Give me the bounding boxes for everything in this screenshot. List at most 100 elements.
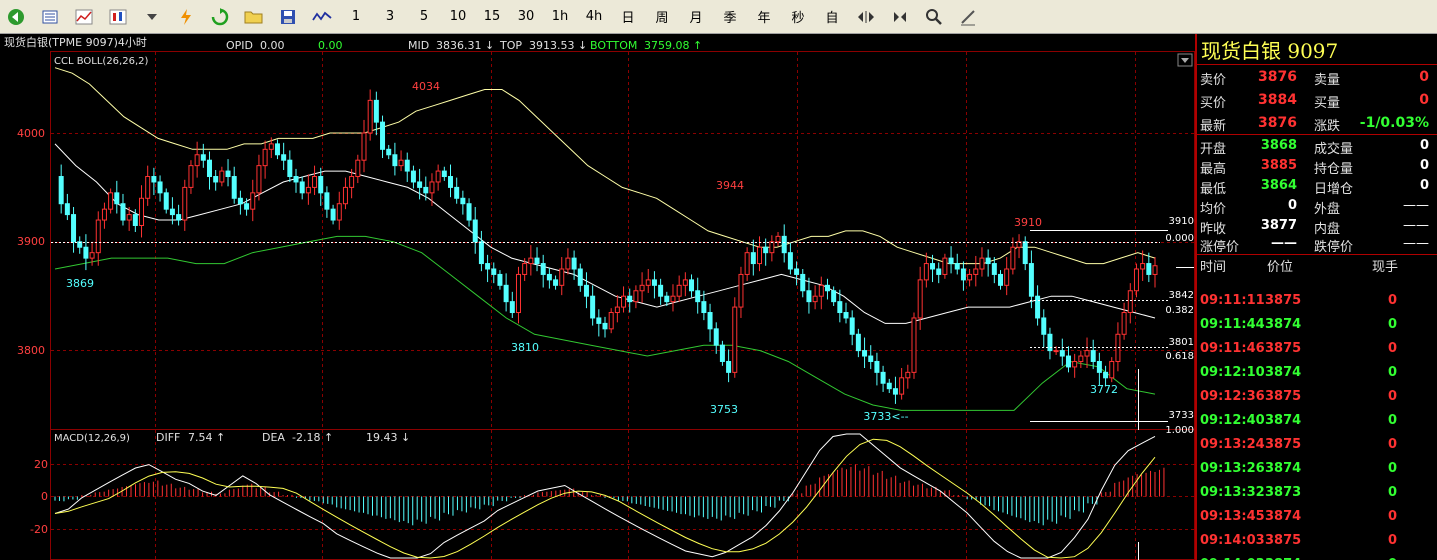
candle-body [101,208,107,221]
tick-time: 09:14:03 [1200,533,1265,548]
candle-body [429,181,435,194]
tick-hand: 0 [1387,341,1397,356]
period-month[interactable]: 月 [689,11,703,26]
boll-upper-line [54,67,1156,265]
open-folder-icon[interactable] [242,6,266,28]
candle-body [1152,265,1158,275]
tick-row: 09:12:40 3874 0 [1197,410,1437,434]
tick-hand: 0 [1387,437,1397,452]
period-10[interactable]: 10 [449,9,467,24]
tick-hand: 0 [1387,317,1397,332]
candle-body [979,257,985,270]
panel-separator [1197,254,1437,255]
period-week[interactable]: 周 [655,11,669,26]
back-icon[interactable] [4,6,28,28]
period-second[interactable]: 秒 [791,11,805,26]
period-custom[interactable]: 自 [825,11,839,26]
candle-body [219,170,225,183]
period-year[interactable]: 年 [757,11,771,26]
candle-body [485,263,491,270]
zoom-icon[interactable] [922,6,946,28]
candle-body [262,148,268,167]
candle-body [1059,350,1065,357]
candle-body [874,360,880,373]
kline-chart-svg[interactable]: 现货白银(TPME 9097)4小时 OPID 0.00 0.00 MID 38… [0,34,1195,560]
candle-body [1133,268,1139,292]
period-5[interactable]: 5 [419,9,429,24]
fib-ratio-382: 0.382 [1165,305,1194,316]
candle-body [682,279,688,286]
period-day[interactable]: 日 [621,11,635,26]
candle-icon[interactable] [106,6,130,28]
tick-price: 3874 [1265,461,1302,476]
candle-body [188,165,194,188]
candle-body [750,252,756,265]
candle-body [114,192,120,205]
candle-body [818,284,824,297]
kline-chart-area[interactable]: 现货白银(TPME 9097)4小时 OPID 0.00 0.00 MID 38… [0,34,1195,560]
quote-value: —— [1271,236,1297,251]
candle-body [293,176,299,183]
candle-body [577,268,583,286]
lightning-icon[interactable] [174,6,198,28]
quote-label: 买量 [1314,96,1341,111]
quote-label: 外盘 [1314,202,1341,217]
quote-value: 0 [1419,92,1429,108]
candle-body [268,143,274,150]
wave-icon[interactable] [310,6,334,28]
candle-body [596,317,602,324]
save-icon[interactable] [276,6,300,28]
tick-row: 09:13:45 3874 0 [1197,506,1437,530]
period-1h[interactable]: 1h [551,9,569,24]
boll-mid-line [54,143,1156,324]
period-4h[interactable]: 4h [585,9,603,24]
tick-hand: 0 [1387,413,1397,428]
refresh-icon[interactable] [208,6,232,28]
candle-body [1041,317,1047,335]
quote-value: 3884 [1258,92,1297,108]
candle-body [145,176,151,199]
period-3[interactable]: 3 [385,9,395,24]
candle-body [967,273,973,281]
candle-body [497,273,503,286]
period-30[interactable]: 30 [517,9,535,24]
period-1[interactable]: 1 [351,9,361,24]
dropdown-arrow-icon[interactable] [140,6,164,28]
candle-body [713,328,719,346]
quote-value: -1/0.03% [1359,115,1429,131]
candle-body [787,252,793,270]
tick-time: 09:13:32 [1200,485,1265,500]
candle-body [206,159,212,178]
period-15[interactable]: 15 [483,9,501,24]
fib-levels: 3910 0.000 3842 0.382 3801 0.618 3733 1.… [1030,216,1194,436]
quote-value: 3877 [1260,218,1297,233]
candle-body [392,154,398,167]
macd-value: 19.43 ↓ [366,431,410,444]
candle-body [954,263,960,270]
candle-body [318,176,324,194]
list-icon[interactable] [38,6,62,28]
annot-3733: 3733<-- [863,410,908,423]
candle-body [658,284,664,297]
quote-label: 成交量 [1314,142,1354,157]
line-chart-icon[interactable] [72,6,96,28]
quote-label: 跌停价 [1314,240,1354,255]
candle-body [336,203,342,221]
period-quarter[interactable]: 季 [723,11,737,26]
expand-icon[interactable] [854,6,878,28]
macd-title: MACD(12,26,9) [54,433,130,444]
candle-body [83,246,89,259]
tick-price: 3875 [1265,389,1302,404]
fib-ratio-618: 0.618 [1165,351,1194,362]
boll-lower-path [54,235,1156,411]
candle-body [1022,241,1028,265]
candle-body [503,284,509,303]
candle-body [880,371,886,384]
draw-icon[interactable] [956,6,980,28]
collapse-icon[interactable] [888,6,912,28]
candle-body [837,301,843,314]
tick-row: 09:13:24 3875 0 [1197,434,1437,458]
tick-hand: 0 [1387,485,1397,500]
candle-body [349,176,355,188]
chart-menu-icon[interactable] [1177,53,1193,67]
